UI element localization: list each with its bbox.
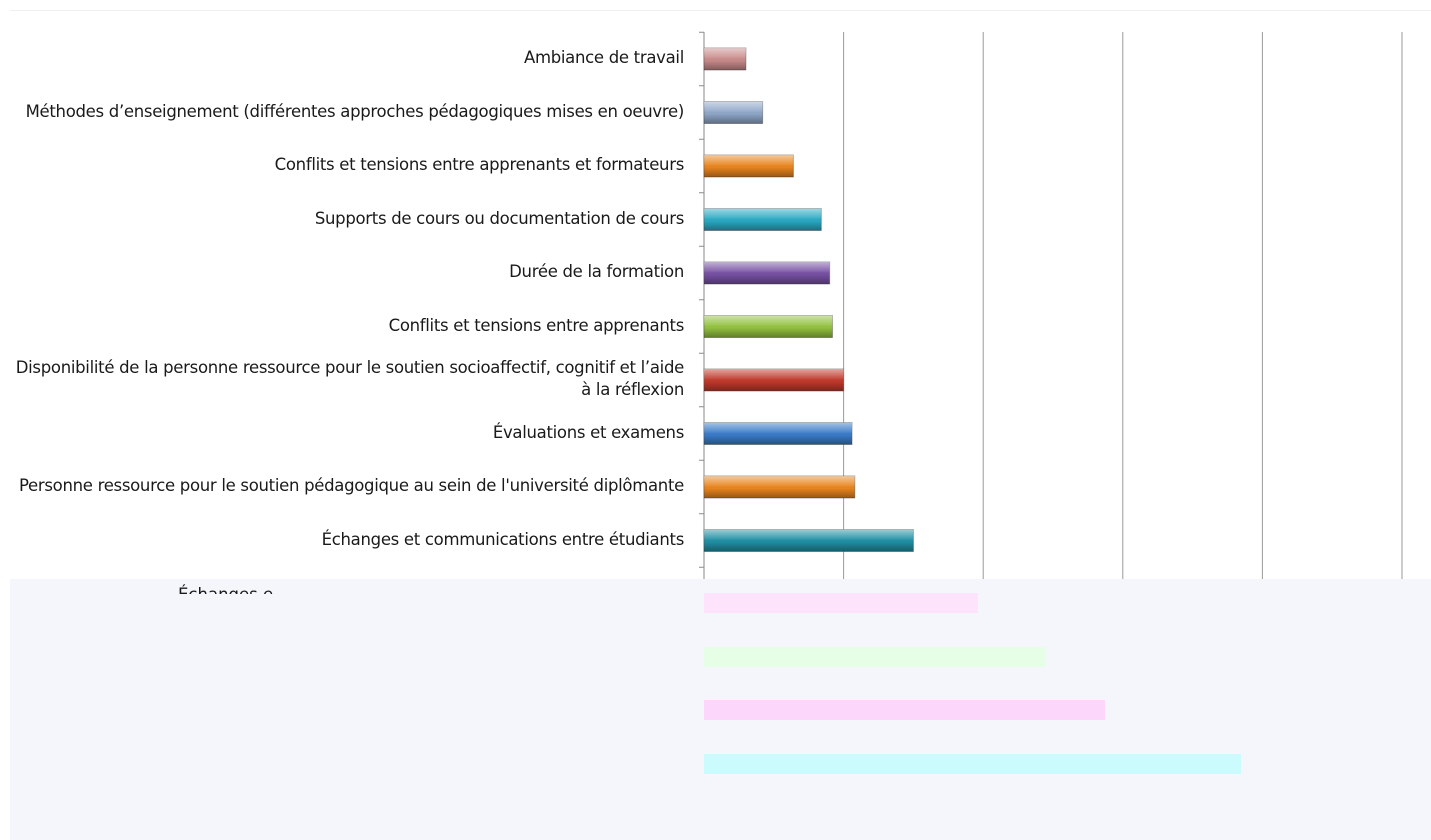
bar-shine — [704, 422, 852, 445]
category-label: Ambiance de travail — [523, 48, 684, 67]
category-label: Conflits et tensions entre apprenants et… — [274, 155, 685, 174]
bar-shine — [704, 476, 855, 498]
bar — [703, 475, 856, 499]
category-label: Méthodes d’enseignement (différentes app… — [25, 101, 685, 121]
chart-top-border — [10, 10, 1431, 11]
category-label: Supports de cours ou documentation de co… — [314, 208, 684, 228]
obscured-category-label: Échanges e — [178, 584, 273, 594]
bar — [703, 47, 747, 71]
bar-shine — [704, 369, 844, 391]
bar-shine — [704, 208, 822, 231]
bar — [703, 422, 853, 445]
category-label: Échanges et communications entre étudian… — [321, 529, 685, 549]
bar — [703, 261, 831, 285]
obscured-bar — [704, 646, 1045, 667]
bar — [703, 529, 914, 552]
bar-shine — [704, 315, 833, 338]
bar-shine — [704, 529, 914, 552]
bar-shine — [704, 48, 746, 70]
obscured-bar — [704, 700, 1105, 720]
bar — [703, 208, 822, 231]
obscured-bar — [704, 753, 1242, 774]
bar — [703, 315, 833, 338]
bar-shine — [704, 262, 830, 284]
category-label: Évaluations et examens — [492, 422, 684, 442]
bar — [703, 101, 764, 124]
category-label: Conflits et tensions entre apprenants — [388, 315, 685, 335]
category-label: Personne ressource pour le soutien pédag… — [18, 476, 684, 495]
category-label: Disponibilité de la personne ressource p… — [15, 358, 685, 399]
bar — [703, 368, 845, 392]
bar — [703, 154, 794, 178]
obscured-bar — [704, 593, 978, 613]
category-label: Durée de la formation — [509, 262, 684, 281]
bar-shine — [704, 155, 794, 177]
bar-shine — [704, 101, 763, 124]
